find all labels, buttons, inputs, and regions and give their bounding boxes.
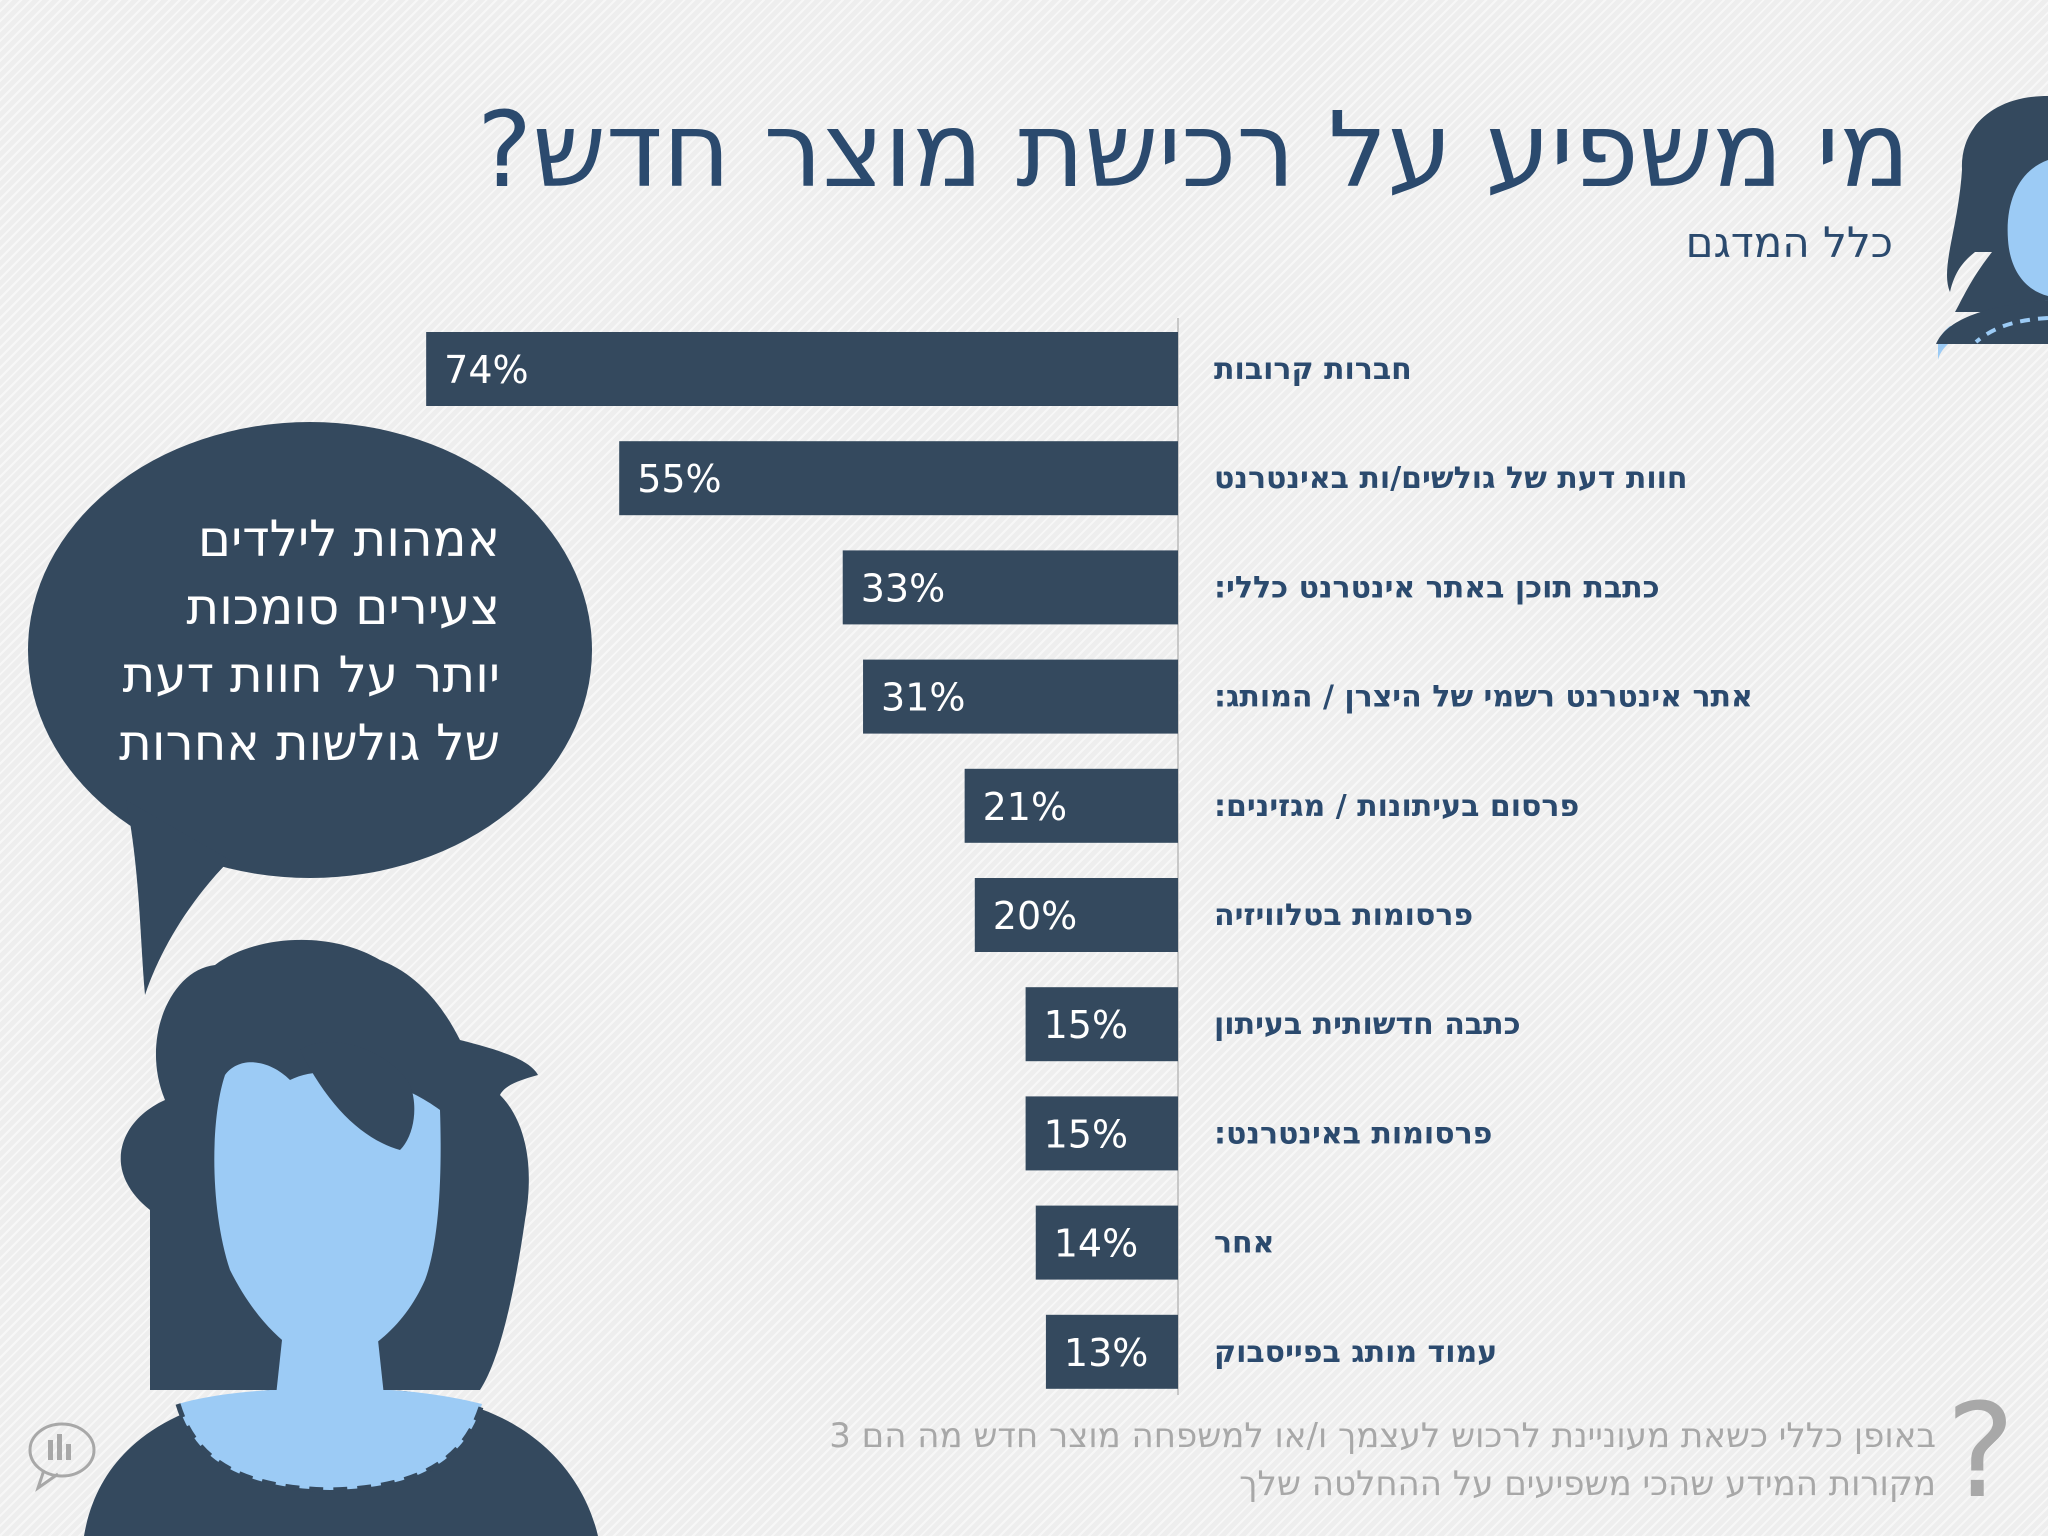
- speech-line: אמהות לילדים: [197, 510, 500, 568]
- bar: [974, 878, 1178, 952]
- category-label: פרסום בעיתונות / מגזינים:: [1214, 789, 1579, 824]
- bar: [1045, 1314, 1178, 1389]
- category-label: אחר: [1214, 1226, 1275, 1261]
- bar-value-label: 55%: [637, 457, 721, 501]
- category-label: אתר אינטרנט רשמי של היצרן / המותג:: [1214, 680, 1753, 715]
- bar-value-label: 31%: [881, 676, 965, 720]
- page-title: מי משפיע על רכישת מוצר חדש?: [477, 89, 1910, 211]
- bar: [842, 550, 1178, 625]
- bar: [1025, 987, 1178, 1062]
- bar-value-label: 14%: [1054, 1222, 1138, 1266]
- footnote-line: באופן כללי כשאת מעוניינת לרכוש לעצמך ו/א…: [829, 1416, 1936, 1456]
- page-subtitle: כלל המדגם: [1685, 218, 1893, 267]
- category-label: כתבה חדשותית בעיתון: [1214, 1007, 1521, 1042]
- category-label: פרסומות באינטרנט:: [1214, 1116, 1492, 1151]
- category-label: כתבת תוכן באתר אינטרנט כללי:: [1214, 570, 1660, 605]
- chart-bars: 74% חברות קרובות 55% חוות דעת של גולשים/ות …: [426, 332, 1753, 1389]
- bar: [1035, 1205, 1178, 1280]
- speech-bubble-text: אמהות לילדים צעירים סומכות יותר על חוות …: [60, 505, 500, 777]
- bar-value-label: 20%: [993, 894, 1077, 938]
- bar: [964, 768, 1178, 843]
- speech-bubble-icon: [28, 422, 592, 995]
- woman-figure-icon: [84, 939, 598, 1536]
- bar-value-label: 15%: [1044, 1112, 1128, 1156]
- question-mark-icon: ?: [1946, 1375, 2015, 1527]
- speech-line: של גולשות אחרות: [119, 714, 500, 772]
- speech-line: יותר על חוות דעת: [122, 646, 500, 704]
- bar: [863, 659, 1178, 734]
- bar: [1025, 1096, 1178, 1171]
- category-label: חברות קרובות: [1214, 352, 1412, 387]
- footnote-line: מקורות המידע שהכי משפיעים על ההחלטה שלך: [1239, 1464, 1936, 1504]
- speech-line: צעירים סומכות: [186, 578, 500, 636]
- category-label: עמוד מותג בפייסבוק: [1214, 1335, 1497, 1370]
- woman-figure-icon-small: [1936, 96, 2048, 360]
- bar: [619, 441, 1178, 516]
- bar-value-label: 13%: [1064, 1331, 1148, 1375]
- survey-question-footnote: באופן כללי כשאת מעוניינת לרכוש לעצמך ו/א…: [636, 1412, 1936, 1508]
- category-label: חוות דעת של גולשים/ות באינטרנט: [1214, 461, 1688, 496]
- category-label: פרסומות בטלוויזיה: [1214, 898, 1473, 933]
- bar-value-label: 21%: [983, 785, 1067, 829]
- logo-icon: [28, 1422, 96, 1492]
- bar-value-label: 33%: [861, 566, 945, 610]
- bar-value-label: 15%: [1044, 1003, 1128, 1047]
- bar-value-label: 74%: [444, 348, 528, 392]
- bar: [426, 332, 1178, 406]
